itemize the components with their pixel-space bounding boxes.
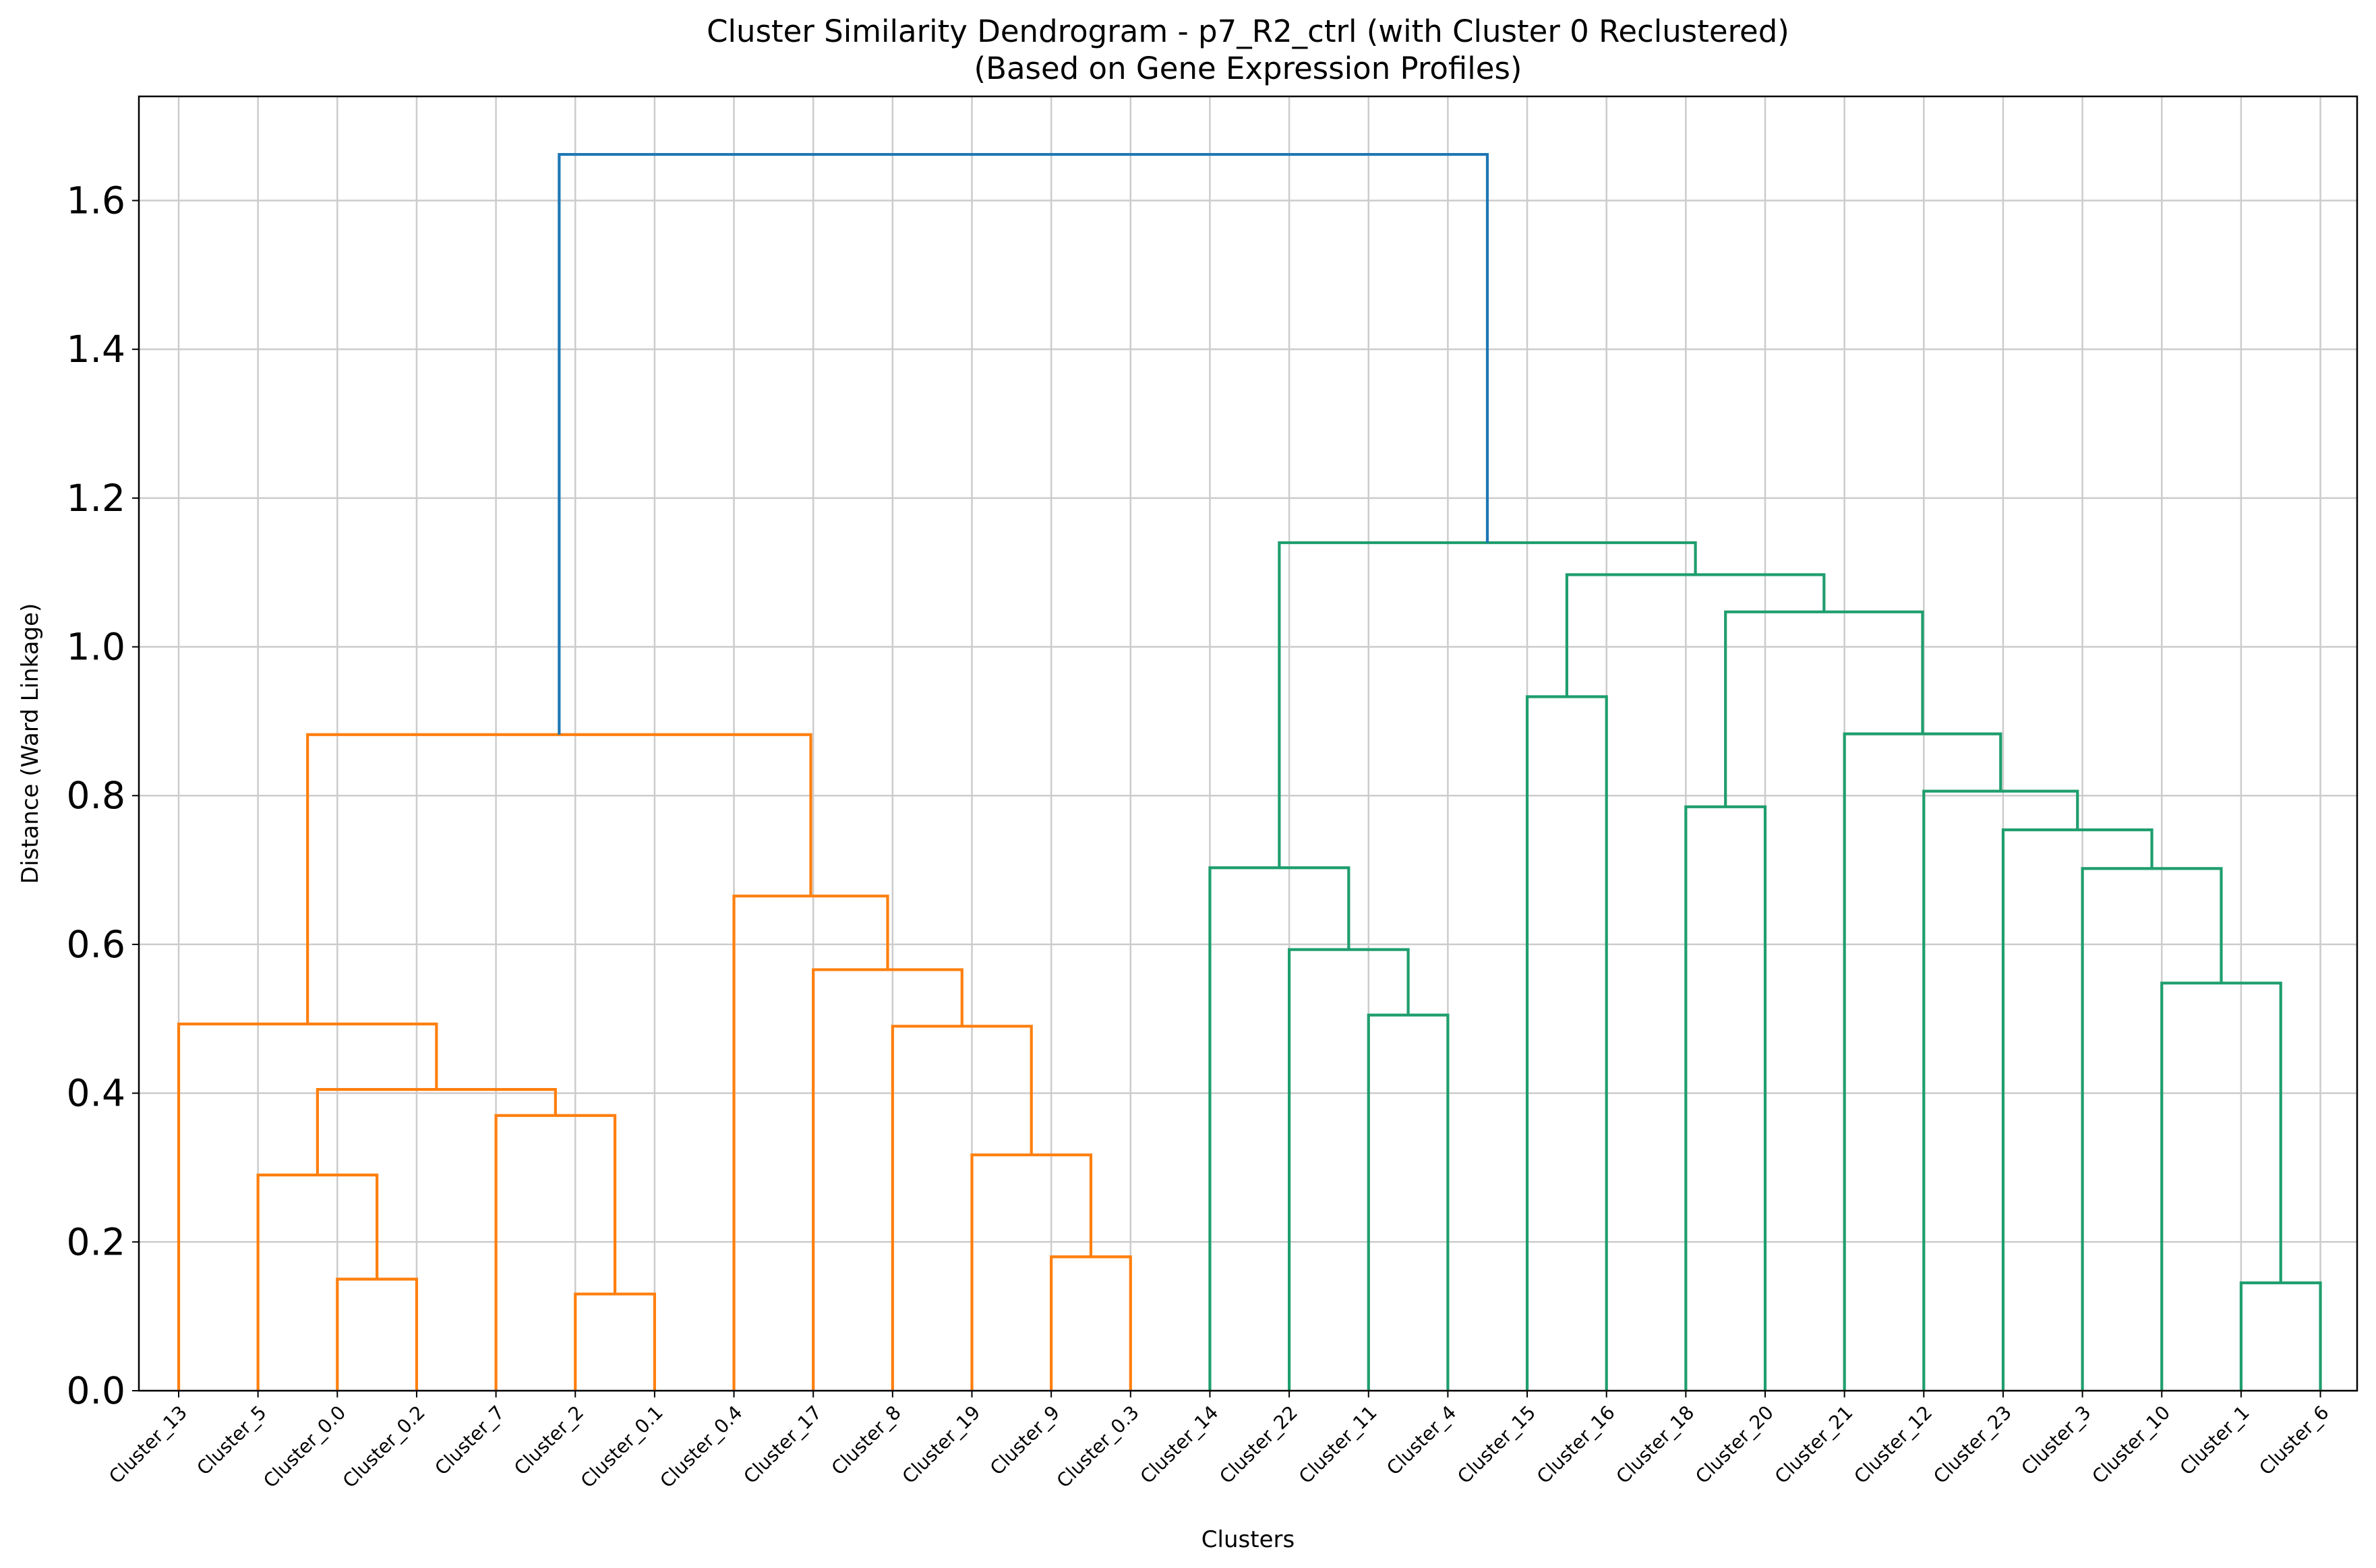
leaf-label: Cluster_15 [1453,1401,1540,1488]
leaf-label: Cluster_6 [2255,1401,2333,1480]
dendrogram-link [574,1292,656,1391]
leaf-label: Cluster_13 [105,1401,191,1488]
grid-layer [139,96,2357,1392]
y-tick-label: 0.6 [67,923,125,966]
y-tick-label: 1.6 [67,179,125,222]
dendrogram-link [2160,982,2282,1391]
leaf-label: Cluster_4 [1382,1401,1460,1480]
x-axis-label: Clusters [1201,1526,1295,1553]
dendrogram-link [558,152,1489,735]
dendrogram-link [316,1088,557,1175]
plot-frame [138,95,2358,1392]
leaf-label: Cluster_7 [430,1401,508,1480]
leaf-label: Cluster_0.2 [338,1401,429,1492]
leaf-label: Cluster_14 [1136,1401,1223,1488]
x-axis: Cluster_13 Cluster_5Cluster_0.0Cluster_0.… [105,1391,2333,1492]
leaf-label: Cluster_19 [898,1401,985,1488]
dendrogram-link [2239,1281,2322,1391]
dendrogram-link [1525,695,1608,1391]
dendrogram-link [1684,805,1767,1391]
leaf-label: Cluster_0.0 [259,1401,350,1492]
dendrogram-link [1922,789,2079,1391]
dendrogram-link [1288,948,1410,1391]
leaf-label: Cluster_20 [1691,1401,1778,1488]
leaf-label: Cluster_18 [1612,1401,1699,1488]
leaf-label: Cluster_22 [1215,1401,1302,1488]
dendrogram-link [256,1173,379,1391]
link-layer [177,152,2322,1391]
leaf-label: Cluster_21 [1771,1401,1858,1488]
y-tick-label: 1.4 [67,328,125,371]
leaf-label: Cluster_2 [510,1401,588,1480]
leaf-label: Cluster_0.4 [655,1401,746,1492]
dendrogram-link [1565,573,1826,697]
dendrogram-link [1724,610,1924,807]
dendrogram-link [812,968,963,1391]
y-tick-label: 1.2 [67,477,125,520]
dendrogram-link [2081,867,2223,1391]
y-tick-label: 1.0 [67,626,125,669]
leaf-label: Cluster_12 [1850,1401,1937,1488]
dendrogram-link [1367,1013,1450,1391]
dendrogram-link [1208,866,1350,1391]
y-axis-label: Distance (Ward Linkage) [17,603,44,884]
chart-title: Cluster Similarity Dendrogram - p7_R2_ct… [707,13,1789,49]
dendrogram-link [1050,1255,1132,1391]
leaf-label: Cluster_5 [192,1401,270,1480]
dendrogram-link [336,1277,419,1391]
dendrogram-link [970,1153,1093,1391]
dendrogram-link [177,1022,438,1391]
leaf-label: Cluster_1 [2176,1401,2254,1480]
dendrogram-link [1843,732,2002,1391]
leaf-label: Cluster_17 [739,1401,826,1488]
dendrogram-link [2001,828,2154,1391]
leaf-label: Cluster_8 [827,1401,905,1480]
y-tick-label: 0.4 [67,1072,125,1115]
leaf-label: Cluster_0.3 [1052,1401,1144,1492]
y-tick-label: 0.8 [67,774,125,817]
y-tick-label: 0.2 [67,1220,125,1263]
leaf-label: Cluster_23 [1929,1401,2016,1488]
dendrogram-link [494,1114,617,1391]
chart-subtitle: (Based on Gene Expression Profiles) [974,51,1522,86]
leaf-label: Cluster_11 [1295,1401,1382,1488]
leaf-label: Cluster_9 [986,1401,1064,1480]
dendrogram-link [306,733,812,1024]
dendrogram-link [1278,541,1697,868]
leaf-label: Cluster_3 [2017,1401,2095,1480]
leaf-label: Cluster_10 [2087,1401,2174,1488]
leaf-label: Cluster_16 [1533,1401,1620,1488]
y-axis: 0.0 0.2 0.4 0.6 0.8 1.0 1.2 1.4 1.6 [67,179,139,1412]
dendrogram-link [732,895,889,1391]
leaf-label: Cluster_0.1 [576,1401,667,1492]
dendrogram-link [891,1025,1033,1391]
y-tick-label: 0.0 [67,1369,125,1412]
